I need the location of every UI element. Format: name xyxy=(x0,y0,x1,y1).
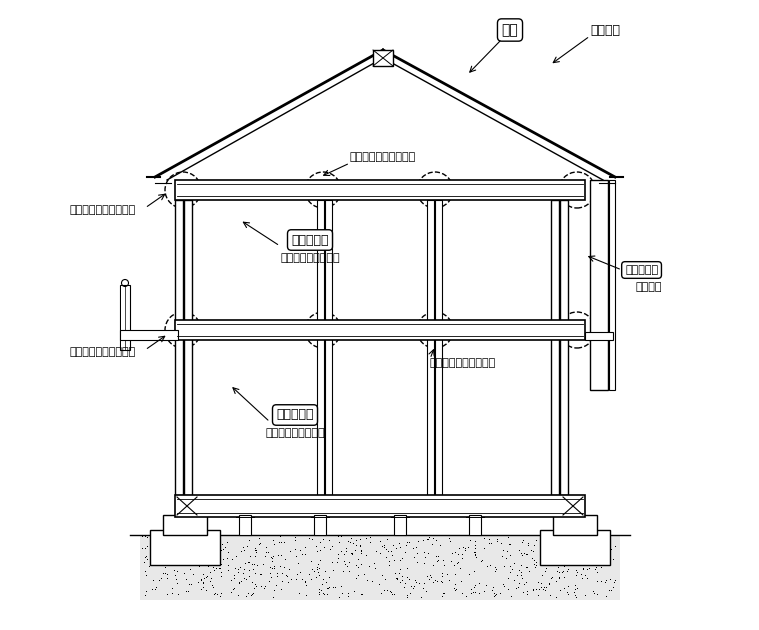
Bar xyxy=(394,515,406,535)
Text: 耗火性能（１５分）: 耗火性能（１５分） xyxy=(280,253,340,263)
Bar xyxy=(121,286,129,349)
Text: 軒裏・外壁: 軒裏・外壁 xyxy=(625,265,658,275)
Bar xyxy=(373,50,393,66)
Bar xyxy=(184,200,192,495)
Bar xyxy=(120,330,178,340)
Bar xyxy=(325,200,332,495)
Bar xyxy=(140,535,620,600)
Bar xyxy=(120,285,130,350)
Text: 不燃材料: 不燃材料 xyxy=(590,23,620,37)
Bar xyxy=(551,200,559,495)
Bar xyxy=(469,515,481,535)
Text: ファイヤーストップ材: ファイヤーストップ材 xyxy=(70,205,137,215)
Bar xyxy=(175,495,585,517)
Bar xyxy=(590,180,608,390)
Text: ファイヤーストップ材: ファイヤーストップ材 xyxy=(70,347,137,357)
Text: 屋根: 屋根 xyxy=(502,23,518,37)
Bar xyxy=(239,515,251,535)
Text: 天井・内壁: 天井・内壁 xyxy=(291,234,329,246)
Text: 天井・内壁: 天井・内壁 xyxy=(276,408,313,421)
Bar xyxy=(585,332,613,340)
Bar xyxy=(540,530,610,565)
Bar xyxy=(609,180,615,390)
Bar xyxy=(175,320,585,340)
Bar xyxy=(317,200,324,495)
Text: ファイヤーストップ材: ファイヤーストップ材 xyxy=(430,358,496,368)
Text: 耗火性能（１５分）: 耗火性能（１５分） xyxy=(265,428,325,438)
Bar xyxy=(435,200,442,495)
Text: 防火構造: 防火構造 xyxy=(635,282,662,292)
Bar xyxy=(150,530,220,565)
Bar xyxy=(427,200,434,495)
Text: ファイヤーストップ材: ファイヤーストップ材 xyxy=(350,152,416,162)
Bar xyxy=(553,515,597,535)
Bar xyxy=(163,515,207,535)
Bar xyxy=(175,180,585,200)
Bar xyxy=(175,200,183,495)
Bar xyxy=(314,515,326,535)
Bar xyxy=(560,200,568,495)
